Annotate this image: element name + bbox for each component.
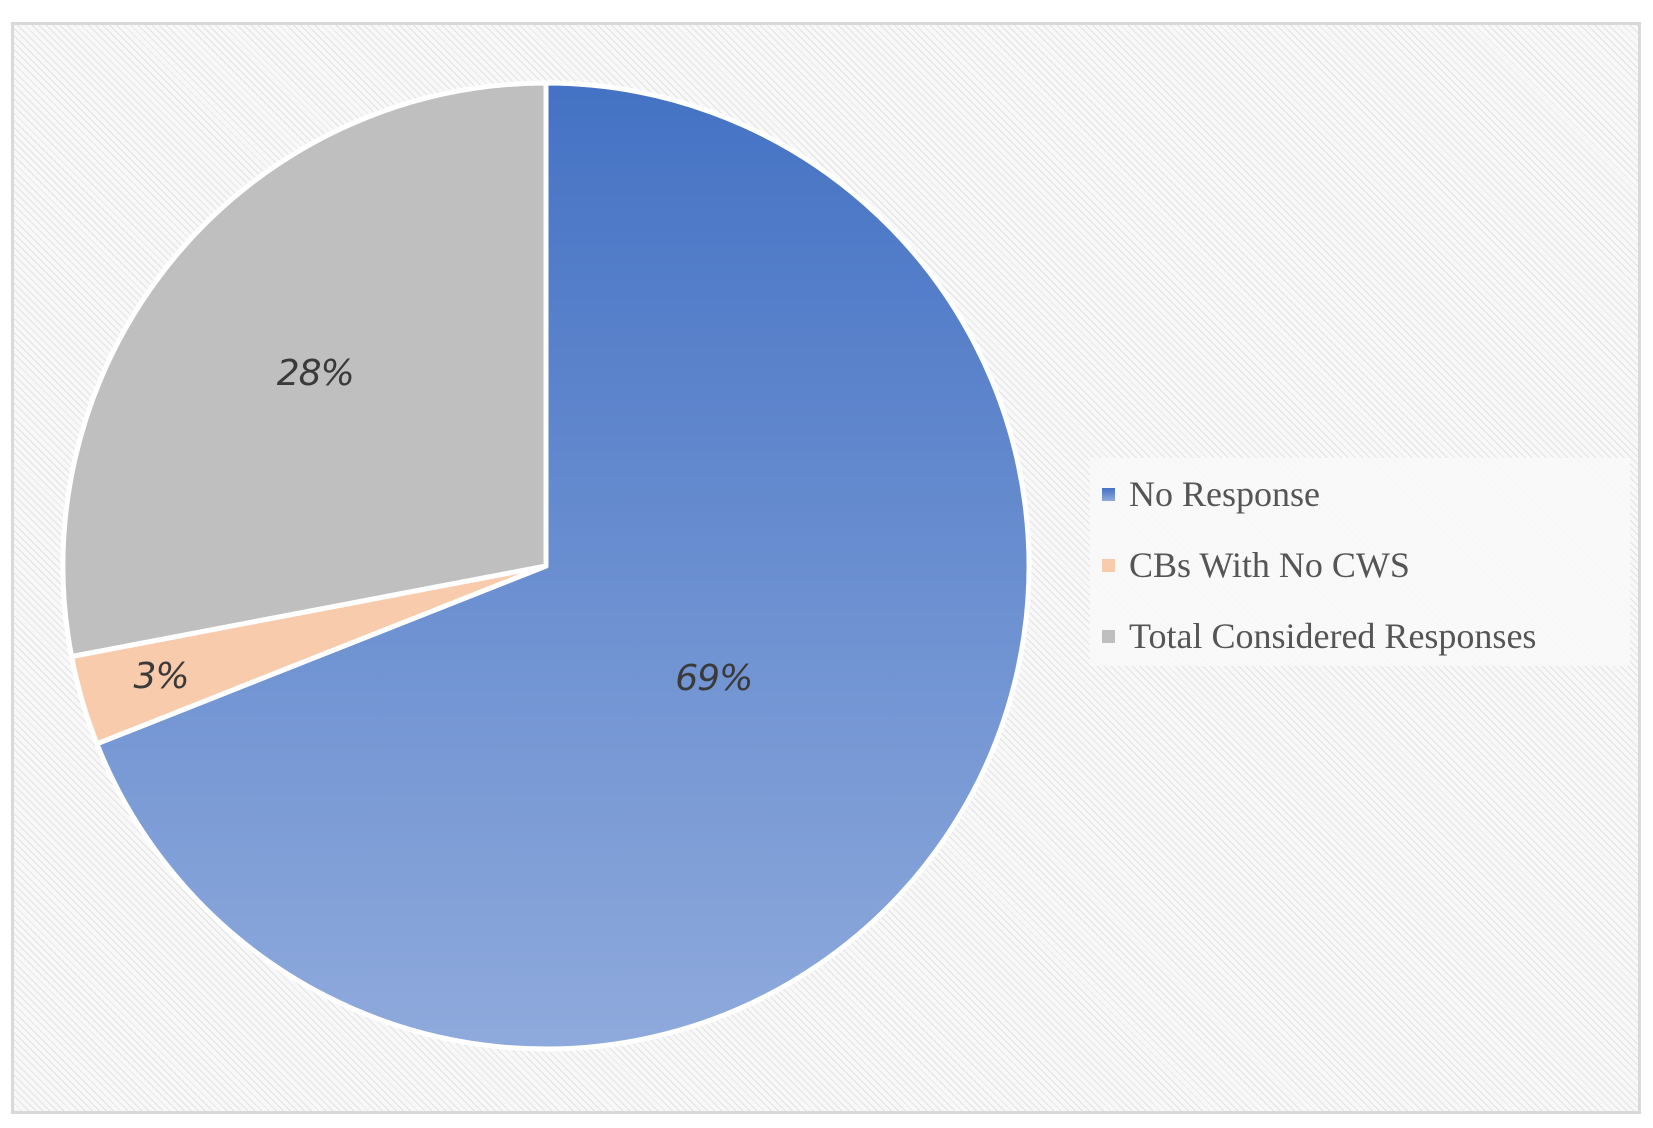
legend: No Response CBs With No CWS Total Consid… xyxy=(1090,458,1630,666)
pie-slice-total-considered-responses xyxy=(60,80,549,660)
legend-swatch xyxy=(1102,558,1115,572)
data-label: 3% xyxy=(133,656,188,697)
legend-swatch xyxy=(1102,487,1115,501)
legend-item-total-considered-responses: Total Considered Responses xyxy=(1102,610,1536,662)
legend-label: CBs With No CWS xyxy=(1129,545,1410,585)
data-label: 69% xyxy=(675,658,752,699)
legend-label: No Response xyxy=(1129,474,1320,514)
pie-slice-no-response xyxy=(94,80,1032,1052)
data-label: 28% xyxy=(277,353,354,394)
legend-label: Total Considered Responses xyxy=(1129,616,1537,656)
legend-item-cbs-with-no-cws: CBs With No CWS xyxy=(1102,539,1410,591)
legend-swatch xyxy=(1102,629,1115,643)
legend-item-no-response: No Response xyxy=(1102,468,1320,520)
